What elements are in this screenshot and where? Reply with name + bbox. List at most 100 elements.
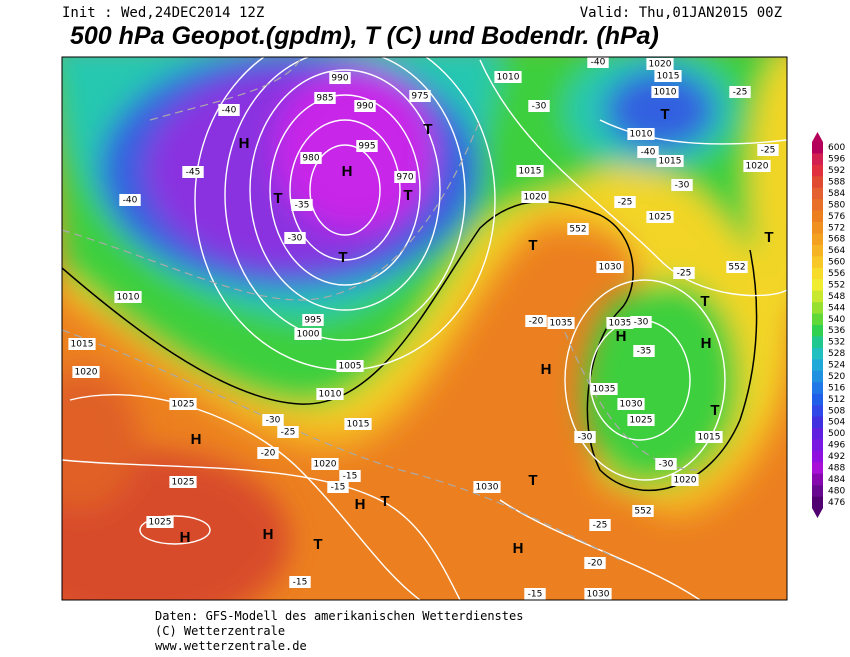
pressure-center: H xyxy=(701,335,712,352)
pressure-center: H xyxy=(513,540,524,557)
colorbar-label: 600 xyxy=(828,143,845,153)
pressure-center: H xyxy=(342,163,353,180)
isobar-label-box xyxy=(516,165,544,177)
isobar-label: 1010 xyxy=(497,73,520,83)
init-time: Init : Wed,24DEC2014 12Z xyxy=(62,5,264,21)
contour-552 xyxy=(62,200,758,492)
colorbar-label: 560 xyxy=(828,258,845,268)
isobar-label-box xyxy=(627,128,655,140)
temperature-label-box xyxy=(726,261,748,273)
isobar-label: 985 xyxy=(316,94,333,104)
colorbar-cell xyxy=(812,393,823,406)
height-field xyxy=(62,57,787,600)
temperature-label: 552 xyxy=(569,225,586,235)
temperature-label: -40 xyxy=(123,196,138,206)
colorbar-label: 572 xyxy=(828,223,845,233)
isobar-label: 1010 xyxy=(117,293,140,303)
isobar-label-box xyxy=(656,155,684,167)
pressure-center: H xyxy=(616,328,627,345)
colorbar-cell xyxy=(812,325,823,337)
pressure-center: H xyxy=(355,496,366,513)
temperature-label-box xyxy=(289,576,311,588)
pressure-center: T xyxy=(660,106,669,123)
isobar-label: 1025 xyxy=(630,416,653,426)
pressure-center: H xyxy=(239,135,250,152)
isobar-label-box xyxy=(354,100,376,112)
isobar-label: 1010 xyxy=(630,130,653,140)
pressure-center: T xyxy=(764,229,773,246)
temperature-label-box xyxy=(655,458,677,470)
temperature-label: -15 xyxy=(343,472,358,482)
isobar-label: 1015 xyxy=(657,72,680,82)
isobar-label: 1035 xyxy=(609,319,632,329)
colorbar-label: 584 xyxy=(828,189,845,199)
pressure-center: H xyxy=(541,361,552,378)
isobar-label: 1025 xyxy=(172,478,195,488)
colorbar-label: 580 xyxy=(828,200,845,210)
colorbar-label: 596 xyxy=(828,155,845,165)
pressure-center: T xyxy=(710,402,719,419)
pressure-center: H xyxy=(263,526,274,543)
temperature-label-box xyxy=(567,223,589,235)
isobar-label-box xyxy=(294,328,322,340)
colorbar-cell xyxy=(812,199,823,211)
colorbar-label: 488 xyxy=(828,463,845,473)
map-frame xyxy=(61,56,788,601)
temperature-label: -25 xyxy=(677,269,692,279)
colorbar-label: 564 xyxy=(828,246,845,256)
colorbar-label: 592 xyxy=(828,166,845,176)
colorbar-label: 484 xyxy=(828,475,845,485)
isobar-label-box xyxy=(336,360,364,372)
colorbar-cell xyxy=(812,279,823,291)
isobar-label-box xyxy=(329,72,351,84)
isobar-label-box xyxy=(743,160,771,172)
temperature-label-box xyxy=(182,166,204,178)
pressure-center: T xyxy=(700,293,709,310)
colorbar-label: 576 xyxy=(828,212,845,222)
isobar-label-box xyxy=(344,418,372,430)
temperature-label-box xyxy=(327,481,349,493)
temperature-label: -25 xyxy=(618,198,633,208)
colorbar-cell xyxy=(812,302,823,314)
temperature-label: -40 xyxy=(222,106,237,116)
isobar-label: 980 xyxy=(302,154,319,164)
temperature-label: -20 xyxy=(588,559,603,569)
temperature-label-box xyxy=(262,414,284,426)
isobar-label: 1025 xyxy=(649,213,672,223)
isobar-label-box xyxy=(521,191,549,203)
isobar-label-box xyxy=(590,383,618,395)
isobar-label: 1015 xyxy=(698,433,721,443)
colorbar-label: 528 xyxy=(828,349,845,359)
isobar-label-box xyxy=(302,314,324,326)
isobar-label-box xyxy=(646,58,674,70)
pressure-center: H xyxy=(180,529,191,546)
pressure-center: T xyxy=(528,472,537,489)
isobar-label: 1035 xyxy=(593,385,616,395)
colorbar-label: 520 xyxy=(828,372,845,382)
isobar-label: 990 xyxy=(331,74,348,84)
colorbar-label: 536 xyxy=(828,326,845,336)
colorbar-label: 548 xyxy=(828,292,845,302)
pressure-center: T xyxy=(423,121,432,138)
colorbar-cell xyxy=(812,439,823,452)
isobar-label-box xyxy=(617,398,645,410)
temperature-label-box xyxy=(284,232,306,244)
temperature-label: -30 xyxy=(659,460,674,470)
isobar-label: 1030 xyxy=(587,590,610,600)
isobar-label-box xyxy=(646,211,674,223)
colorbar-cell xyxy=(812,382,823,394)
isobar-label: 1010 xyxy=(654,88,677,98)
map-area: 1025 1025 1020 1015 1010 1005 1000 995 1010 1015 1… xyxy=(62,57,787,600)
isobar-label-box xyxy=(473,481,501,493)
temperature-label: -25 xyxy=(281,428,296,438)
isobar-label-box xyxy=(311,458,339,470)
temperature-label: -25 xyxy=(761,146,776,156)
temperature-label: -35 xyxy=(295,201,310,211)
temperature-label: -15 xyxy=(331,483,346,493)
isobar-label: 1020 xyxy=(746,162,769,172)
temperature-label: -30 xyxy=(634,318,649,328)
colorbar-label: 588 xyxy=(828,178,845,188)
temperature-label-box xyxy=(729,86,751,98)
colorbar-label: 556 xyxy=(828,269,845,279)
